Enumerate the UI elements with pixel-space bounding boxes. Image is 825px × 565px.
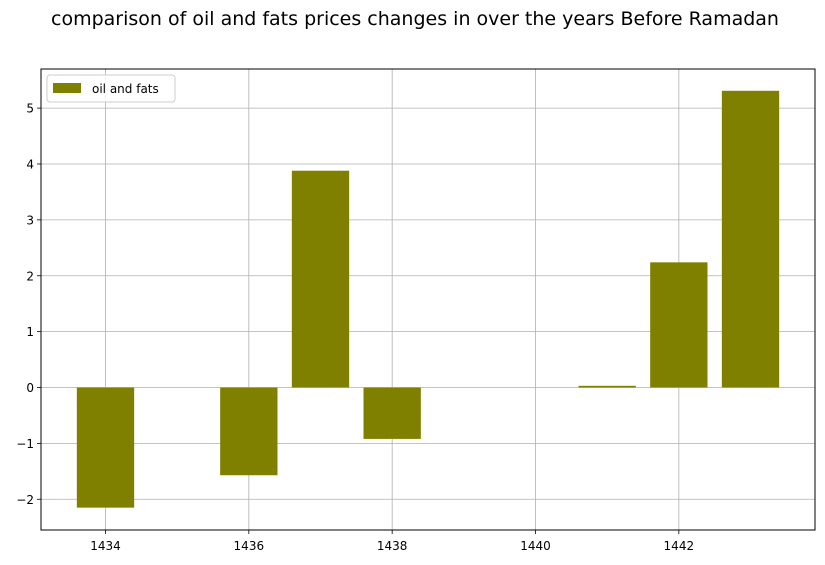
axes (40, 68, 816, 531)
grid-lines (41, 69, 815, 530)
plot-frame (40, 68, 816, 531)
x-tick-label: 1438 (377, 539, 408, 553)
x-tick-label: 1434 (90, 539, 121, 553)
legend-box (46, 74, 176, 103)
bar (650, 262, 708, 388)
bar (578, 385, 636, 388)
y-tick-label: 4 (26, 157, 34, 171)
legend-label: oil and fats (92, 82, 159, 96)
legend-swatch (53, 83, 81, 93)
y-tick-label: 3 (26, 213, 34, 227)
bar (76, 387, 135, 508)
y-tick-label: 1 (26, 325, 34, 339)
chart-title: comparison of oil and fats prices change… (51, 8, 779, 30)
y-tick-label: −1 (16, 437, 34, 451)
y-tick-label: 0 (26, 381, 34, 395)
bar (291, 170, 350, 388)
x-axis-ticks: 1434 1436 1438 1440 1442 (90, 530, 694, 553)
bar (220, 387, 278, 476)
y-tick-label: 5 (26, 102, 34, 116)
y-tick-label: −2 (16, 493, 34, 507)
y-axis-ticks: −2 −1 0 1 2 3 4 5 (16, 102, 41, 507)
bar (363, 387, 421, 439)
legend: oil and fats (46, 74, 176, 103)
y-tick-label: 2 (26, 269, 34, 283)
x-tick-label: 1440 (520, 539, 551, 553)
x-tick-label: 1442 (664, 539, 695, 553)
x-tick-label: 1436 (234, 539, 265, 553)
bars (76, 90, 780, 508)
bar (721, 90, 780, 388)
